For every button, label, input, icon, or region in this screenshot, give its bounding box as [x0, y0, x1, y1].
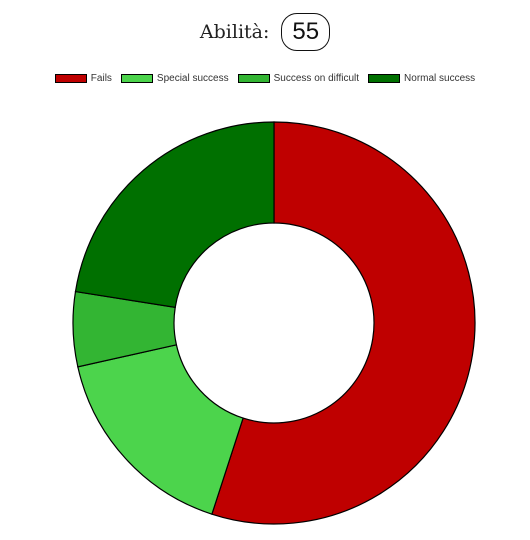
- legend-item-success-on-difficult[interactable]: Success on difficult: [237, 73, 360, 84]
- chart-header: Abilità: 55: [0, 10, 530, 54]
- legend-swatch-fails: [54, 74, 87, 83]
- legend-item-fails[interactable]: Fails: [54, 73, 112, 84]
- legend-label-success-on-difficult: Success on difficult: [273, 73, 360, 84]
- skill-label: Abilità:: [199, 21, 270, 43]
- slice-special-success[interactable]: [77, 344, 244, 515]
- slice-fails[interactable]: [211, 121, 476, 525]
- legend-label-special-success: Special success: [156, 73, 229, 84]
- slice-normal-success[interactable]: [74, 121, 275, 309]
- legend-swatch-normal-success: [368, 74, 401, 83]
- legend-label-fails: Fails: [90, 73, 112, 84]
- chart-legend: Fails Special success Success on difficu…: [0, 73, 530, 84]
- legend-item-normal-success[interactable]: Normal success: [368, 73, 475, 84]
- legend-label-normal-success: Normal success: [404, 73, 476, 84]
- legend-swatch-success-on-difficult: [237, 74, 270, 83]
- skill-value-badge: 55: [281, 13, 331, 51]
- legend-item-special-success[interactable]: Special success: [120, 73, 229, 84]
- legend-swatch-special-success: [120, 74, 153, 83]
